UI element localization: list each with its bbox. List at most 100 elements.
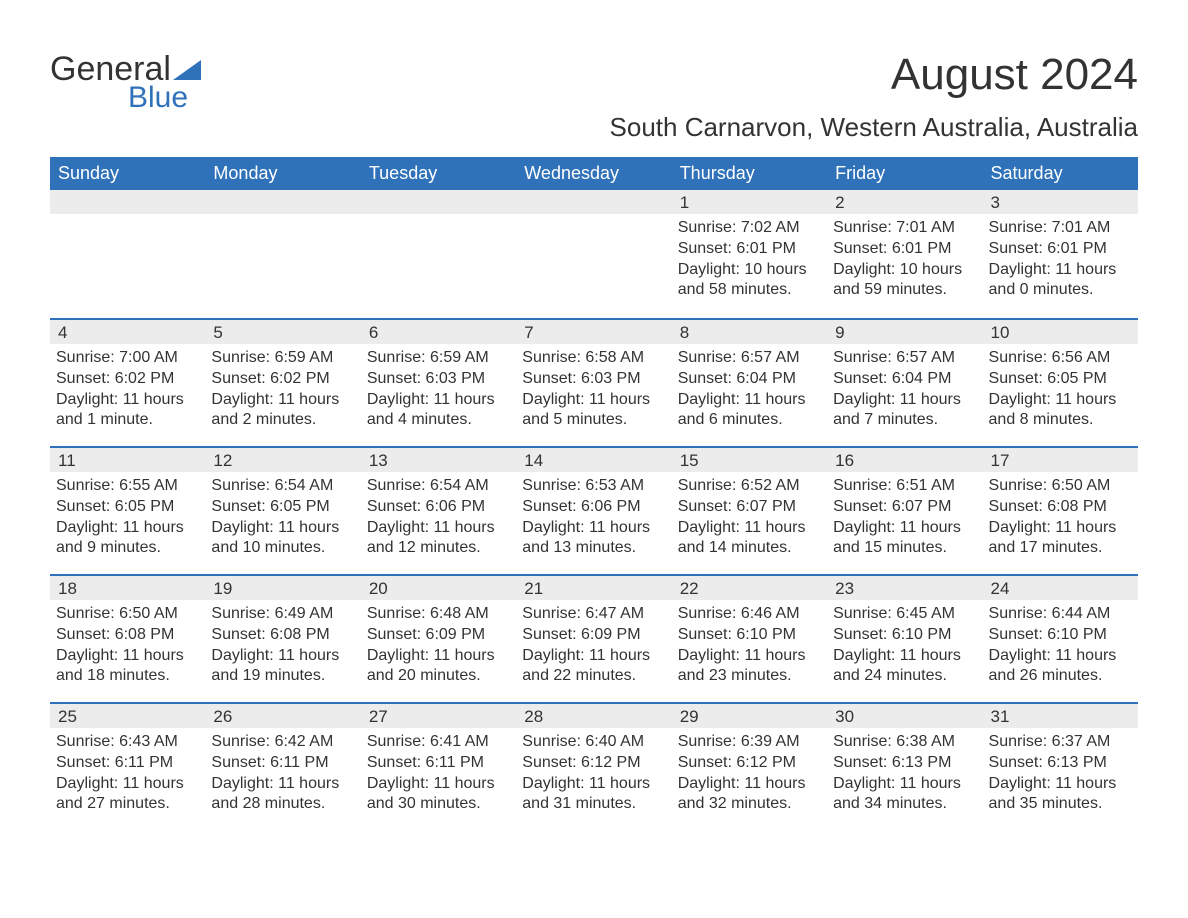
weekday-header: Wednesday [516,157,671,190]
sunrise-text: Sunrise: 6:47 AM [522,604,665,625]
day-number: 22 [672,576,827,600]
week-row: 18Sunrise: 6:50 AMSunset: 6:08 PMDayligh… [50,574,1138,702]
day-cell [516,190,671,318]
day-body: Sunrise: 6:43 AMSunset: 6:11 PMDaylight:… [56,732,199,815]
day-number: 14 [516,448,671,472]
day-body: Sunrise: 6:38 AMSunset: 6:13 PMDaylight:… [833,732,976,815]
day-cell: 31Sunrise: 6:37 AMSunset: 6:13 PMDayligh… [983,704,1138,830]
day-body: Sunrise: 6:42 AMSunset: 6:11 PMDaylight:… [211,732,354,815]
day-number: 9 [827,320,982,344]
sunset-text: Sunset: 6:09 PM [367,625,510,646]
daylight-text: Daylight: 11 hours and 28 minutes. [211,774,354,816]
sunset-text: Sunset: 6:11 PM [367,753,510,774]
day-body: Sunrise: 6:48 AMSunset: 6:09 PMDaylight:… [367,604,510,687]
week-row: 1 Sunrise: 7:02 AMSunset: 6:01 PMDaylight… [50,190,1138,318]
day-number: 1 [672,190,827,214]
sunrise-text: Sunrise: 6:50 AM [989,476,1132,497]
sunset-text: Sunset: 6:05 PM [989,369,1132,390]
day-number: 3 [983,190,1138,214]
sunset-text: Sunset: 6:08 PM [56,625,199,646]
day-body: Sunrise: 6:57 AMSunset: 6:04 PMDaylight:… [678,348,821,431]
sunset-text: Sunset: 6:03 PM [367,369,510,390]
day-body: Sunrise: 6:55 AMSunset: 6:05 PMDaylight:… [56,476,199,559]
sunrise-text: Sunrise: 7:01 AM [833,218,976,239]
weekday-header: Sunday [50,157,205,190]
weekday-header-row: SundayMondayTuesdayWednesdayThursdayFrid… [50,157,1138,190]
daylight-text: Daylight: 11 hours and 4 minutes. [367,390,510,432]
day-cell [361,190,516,318]
day-cell: 22Sunrise: 6:46 AMSunset: 6:10 PMDayligh… [672,576,827,702]
sunrise-text: Sunrise: 6:55 AM [56,476,199,497]
day-body: Sunrise: 6:58 AMSunset: 6:03 PMDaylight:… [522,348,665,431]
day-number: 31 [983,704,1138,728]
sunset-text: Sunset: 6:09 PM [522,625,665,646]
sunset-text: Sunset: 6:05 PM [56,497,199,518]
month-title: August 2024 [610,50,1138,100]
day-number: 7 [516,320,671,344]
sunset-text: Sunset: 6:01 PM [678,239,821,260]
day-cell: 15 Sunrise: 6:52 AMSunset: 6:07 PMDayligh… [672,448,827,574]
sunset-text: Sunset: 6:06 PM [367,497,510,518]
daylight-text: Daylight: 11 hours and 24 minutes. [833,646,976,688]
day-body: Sunrise: 6:52 AMSunset: 6:07 PMDaylight:… [678,476,821,559]
day-body: Sunrise: 6:44 AMSunset: 6:10 PMDaylight:… [989,604,1132,687]
day-number: 21 [516,576,671,600]
day-body: Sunrise: 6:57 AMSunset: 6:04 PMDaylight:… [833,348,976,431]
day-number: 15 [672,448,827,472]
daylight-text: Daylight: 11 hours and 32 minutes. [678,774,821,816]
daylight-text: Daylight: 11 hours and 27 minutes. [56,774,199,816]
day-cell: 16Sunrise: 6:51 AMSunset: 6:07 PMDayligh… [827,448,982,574]
day-body: Sunrise: 6:53 AMSunset: 6:06 PMDaylight:… [522,476,665,559]
day-cell: 25 Sunrise: 6:43 AMSunset: 6:11 PMDayligh… [50,704,205,830]
day-body: Sunrise: 6:41 AMSunset: 6:11 PMDaylight:… [367,732,510,815]
daylight-text: Daylight: 11 hours and 23 minutes. [678,646,821,688]
weekday-header: Friday [827,157,982,190]
day-body: Sunrise: 6:56 AMSunset: 6:05 PMDaylight:… [989,348,1132,431]
daylight-text: Daylight: 11 hours and 35 minutes. [989,774,1132,816]
logo: General Blue [50,50,201,115]
sunrise-text: Sunrise: 6:38 AM [833,732,976,753]
header: General Blue August 2024 South Carnarvon… [50,50,1138,143]
day-number: 25 [50,704,205,728]
day-cell: 30 Sunrise: 6:38 AMSunset: 6:13 PMDayligh… [827,704,982,830]
sunrise-text: Sunrise: 6:50 AM [56,604,199,625]
daylight-text: Daylight: 11 hours and 10 minutes. [211,518,354,560]
sunset-text: Sunset: 6:05 PM [211,497,354,518]
sunrise-text: Sunrise: 6:59 AM [367,348,510,369]
day-number [361,190,516,214]
day-body: Sunrise: 6:45 AMSunset: 6:10 PMDaylight:… [833,604,976,687]
day-body: Sunrise: 6:54 AMSunset: 6:05 PMDaylight:… [211,476,354,559]
day-number: 26 [205,704,360,728]
day-cell: 13Sunrise: 6:54 AMSunset: 6:06 PMDayligh… [361,448,516,574]
day-number: 24 [983,576,1138,600]
daylight-text: Daylight: 10 hours and 58 minutes. [678,260,821,302]
sunrise-text: Sunrise: 6:53 AM [522,476,665,497]
sunrise-text: Sunrise: 6:59 AM [211,348,354,369]
day-cell: 20Sunrise: 6:48 AMSunset: 6:09 PMDayligh… [361,576,516,702]
day-body: Sunrise: 7:01 AMSunset: 6:01 PMDaylight:… [833,218,976,301]
day-number: 30 [827,704,982,728]
day-number: 5 [205,320,360,344]
sunset-text: Sunset: 6:07 PM [678,497,821,518]
daylight-text: Daylight: 11 hours and 14 minutes. [678,518,821,560]
daylight-text: Daylight: 11 hours and 7 minutes. [833,390,976,432]
sunset-text: Sunset: 6:06 PM [522,497,665,518]
day-cell: 6Sunrise: 6:59 AMSunset: 6:03 PMDaylight… [361,320,516,446]
day-number: 17 [983,448,1138,472]
day-body: Sunrise: 6:59 AMSunset: 6:03 PMDaylight:… [367,348,510,431]
logo-text-blue: Blue [128,81,188,115]
daylight-text: Daylight: 11 hours and 1 minute. [56,390,199,432]
weekday-header: Saturday [983,157,1138,190]
sunrise-text: Sunrise: 6:42 AM [211,732,354,753]
sunset-text: Sunset: 6:07 PM [833,497,976,518]
location-subtitle: South Carnarvon, Western Australia, Aust… [610,112,1138,143]
sunrise-text: Sunrise: 7:00 AM [56,348,199,369]
daylight-text: Daylight: 11 hours and 9 minutes. [56,518,199,560]
daylight-text: Daylight: 11 hours and 12 minutes. [367,518,510,560]
sunset-text: Sunset: 6:11 PM [56,753,199,774]
logo-triangle-icon [173,60,201,80]
day-body: Sunrise: 7:02 AMSunset: 6:01 PMDaylight:… [678,218,821,301]
sunrise-text: Sunrise: 6:56 AM [989,348,1132,369]
day-cell: 23Sunrise: 6:45 AMSunset: 6:10 PMDayligh… [827,576,982,702]
day-cell: 2Sunrise: 7:01 AMSunset: 6:01 PMDaylight… [827,190,982,318]
